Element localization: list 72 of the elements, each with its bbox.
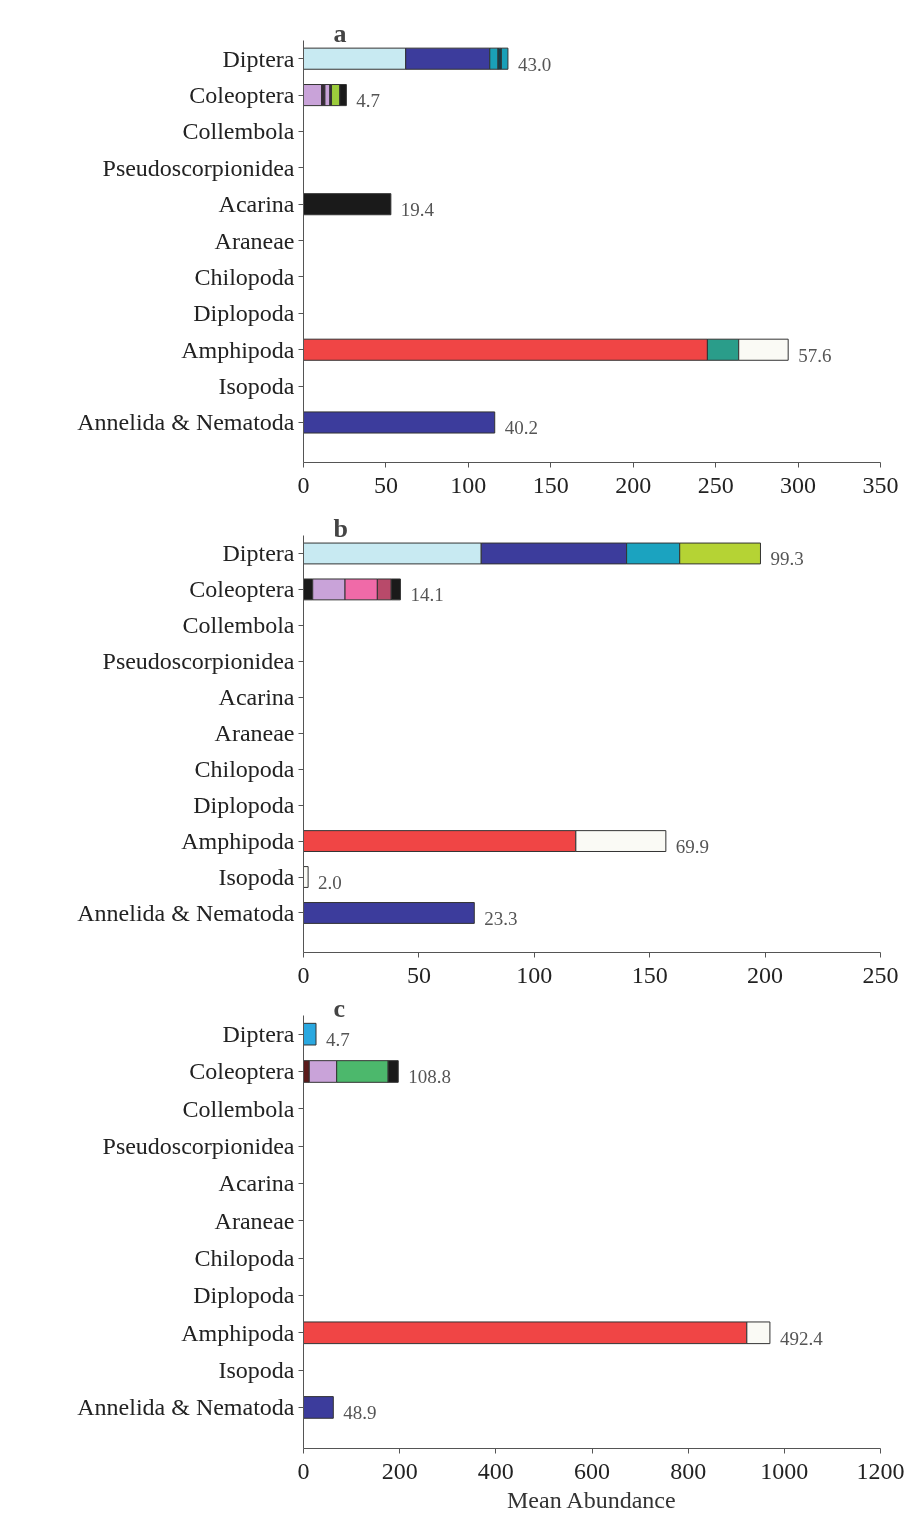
chart-title: a	[333, 18, 347, 48]
y-tick-label: Acarina	[218, 191, 295, 218]
x-tick-label: 0	[297, 961, 310, 988]
x-tick-label: 200	[747, 961, 784, 988]
chart-title: b	[333, 513, 348, 543]
y-tick-label: Diptera	[222, 45, 295, 72]
y-tick-label: Diptera	[222, 540, 295, 567]
x-tick-label: 600	[574, 1457, 610, 1484]
y-tick-label: Diplopoda	[193, 300, 295, 327]
y-tick-label: Collembola	[182, 118, 295, 145]
y-tick-label: Amphipoda	[181, 336, 295, 363]
x-tick-label: 200	[615, 471, 652, 498]
x-tick-label: 1000	[760, 1457, 809, 1484]
annotation: 108.8	[408, 1066, 451, 1088]
y-tick-label: Collembola	[182, 612, 295, 639]
annotation: 23.3	[484, 907, 518, 929]
annotation: 4.7	[326, 1029, 350, 1051]
y-tick-label: Isopoda	[218, 1357, 295, 1384]
y-tick-label: Acarina	[218, 684, 295, 711]
x-axis-title: Mean Abundance	[507, 1486, 676, 1513]
y-tick-label: Araneae	[214, 1207, 295, 1234]
y-tick-label: Amphipoda	[181, 828, 295, 855]
annotation: 14.1	[410, 584, 444, 606]
y-tick-label: Annelida & Nematoda	[77, 899, 295, 926]
y-tick-label: Annelida & Nematoda	[77, 409, 295, 436]
x-tick-label: 250	[697, 471, 734, 498]
y-tick-label: Diplopoda	[193, 1282, 295, 1309]
x-tick-label: 150	[631, 961, 668, 988]
y-tick-label: Araneae	[214, 227, 295, 254]
x-tick-label: 400	[477, 1457, 514, 1484]
annotation: 99.3	[770, 548, 804, 570]
annotation: 43.0	[517, 53, 552, 75]
annotation: 40.2	[504, 417, 538, 439]
y-tick-label: Acarina	[218, 1170, 295, 1197]
annotation: 19.4	[400, 199, 435, 221]
y-tick-label: Isopoda	[218, 864, 295, 891]
y-tick-label: Diptera	[222, 1021, 295, 1048]
y-tick-label: Pseudoscorpionidea	[102, 648, 295, 675]
x-tick-label: 300	[780, 471, 817, 498]
x-tick-label: 0	[297, 1457, 310, 1484]
x-tick-label: 100	[450, 471, 487, 498]
annotation: 57.6	[798, 344, 832, 366]
annotation: 2.0	[318, 872, 342, 894]
x-tick-label: 50	[373, 471, 398, 498]
y-tick-label: Isopoda	[218, 373, 295, 400]
x-tick-label: 100	[516, 961, 553, 988]
x-tick-label: 1200	[856, 1457, 905, 1484]
y-tick-label: Chilopoda	[194, 756, 295, 783]
x-tick-label: 0	[297, 471, 310, 498]
x-tick-label: 350	[862, 471, 899, 498]
y-tick-label: Annelida & Nematoda	[77, 1394, 295, 1421]
annotation: 69.9	[675, 836, 710, 858]
y-tick-label: Pseudoscorpionidea	[102, 154, 295, 181]
x-tick-label: 250	[862, 961, 899, 988]
y-tick-label: Coleoptera	[189, 82, 295, 109]
y-tick-label: Pseudoscorpionidea	[102, 1133, 295, 1160]
x-tick-label: 200	[381, 1457, 418, 1484]
y-tick-label: Chilopoda	[194, 263, 295, 290]
y-tick-label: Chilopoda	[194, 1245, 295, 1272]
annotation: 492.4	[779, 1327, 824, 1349]
y-tick-label: Coleoptera	[189, 576, 295, 603]
y-tick-label: Collembola	[182, 1095, 295, 1122]
x-tick-label: 800	[670, 1457, 707, 1484]
y-tick-label: Diplopoda	[193, 792, 295, 819]
chart-title: c	[333, 993, 346, 1023]
y-tick-label: Coleoptera	[189, 1058, 295, 1085]
x-tick-label: 150	[532, 471, 569, 498]
y-tick-label: Amphipoda	[181, 1319, 295, 1346]
annotation: 48.9	[343, 1402, 377, 1424]
x-tick-label: 50	[406, 961, 431, 988]
y-tick-label: Araneae	[214, 720, 295, 747]
annotation: 4.7	[356, 90, 381, 112]
